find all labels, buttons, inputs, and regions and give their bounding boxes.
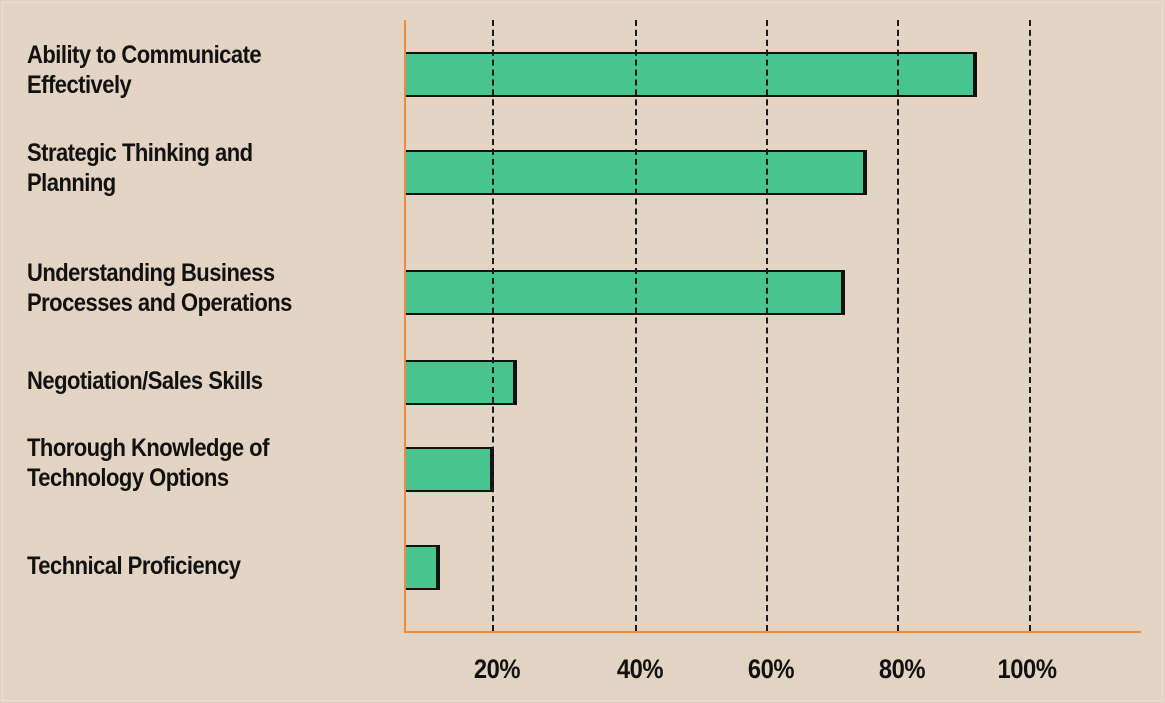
category-label-line: Strategic Thinking and xyxy=(27,139,253,167)
bar-technical-proficiency xyxy=(406,545,440,590)
category-label: Negotiation/Sales Skills xyxy=(27,366,353,396)
gridline-40-overlay xyxy=(635,20,637,631)
category-label: Technical Proficiency xyxy=(27,551,353,581)
category-label: Thorough Knowledge of Technology Options xyxy=(27,433,353,493)
x-tick-label: 100% xyxy=(997,654,1057,684)
category-label-line: Processes and Operations xyxy=(27,289,292,317)
gridline-80-overlay xyxy=(897,20,899,631)
category-label-line: Ability to Communicate xyxy=(27,41,262,69)
category-label: Understanding Business Processes and Ope… xyxy=(27,258,353,318)
x-tick-label: 60% xyxy=(747,654,795,684)
x-tick-label: 80% xyxy=(878,654,926,684)
bar-negotiation-sales xyxy=(406,360,517,405)
category-label-line: Thorough Knowledge of xyxy=(27,434,269,462)
category-label-line: Technical Proficiency xyxy=(27,552,241,580)
category-label: Ability to Communicate Effectively xyxy=(27,40,353,100)
x-axis xyxy=(404,631,1141,633)
bar-understanding-business xyxy=(406,270,845,315)
gridline-20-overlay xyxy=(492,20,494,631)
category-label: Strategic Thinking and Planning xyxy=(27,138,353,198)
gridline-100 xyxy=(1029,20,1031,631)
y-axis xyxy=(404,20,406,633)
category-label-line: Technology Options xyxy=(27,464,229,492)
category-label-line: Effectively xyxy=(27,71,132,99)
category-label-line: Understanding Business xyxy=(27,259,275,287)
x-tick-label: 20% xyxy=(473,654,521,684)
x-tick-label: 40% xyxy=(616,654,664,684)
category-label-line: Negotiation/Sales Skills xyxy=(27,367,263,395)
bar-ability-to-communicate xyxy=(406,52,977,97)
gridline-60-overlay xyxy=(766,20,768,631)
bar-thorough-knowledge xyxy=(406,447,494,492)
category-label-line: Planning xyxy=(27,169,116,197)
